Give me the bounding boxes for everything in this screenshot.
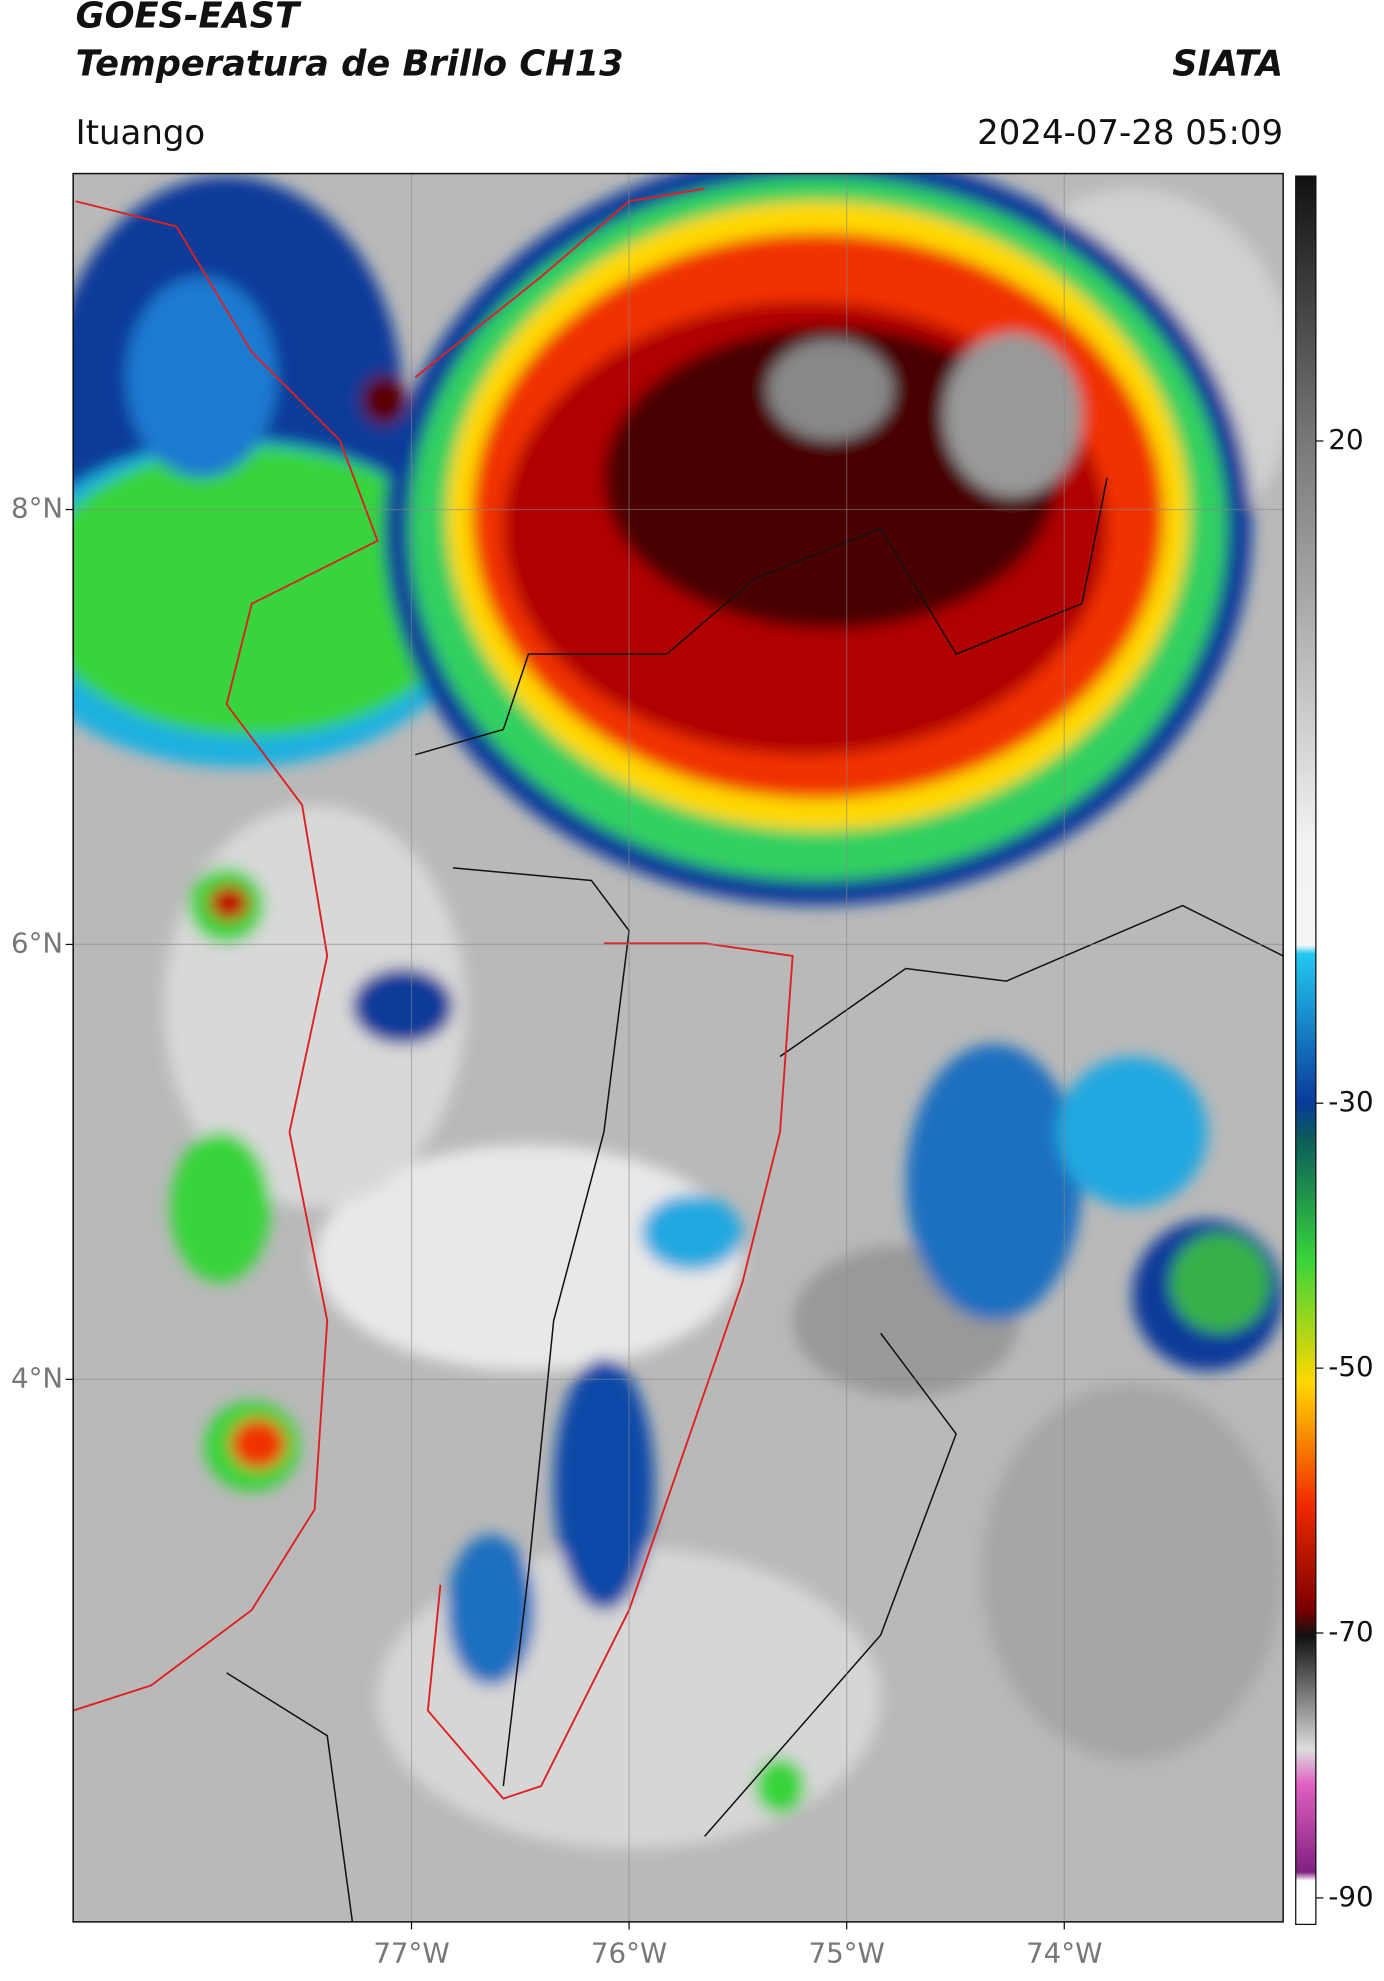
colorbar-tick-label: 20 — [1328, 423, 1363, 456]
header: GOES-EAST Temperatura de Brillo CH13 SIA… — [76, 0, 1283, 153]
satellite-image — [73, 173, 1284, 1922]
datetime: 2024-07-28 05:09 — [977, 113, 1283, 153]
x-tick-label: 75°W — [808, 1937, 884, 1970]
colorbar-tick-label: -50 — [1328, 1350, 1373, 1383]
location: Ituango — [76, 113, 206, 153]
x-tick-label: 76°W — [591, 1937, 667, 1970]
colorbar — [1295, 175, 1317, 1926]
x-tick-label: 74°W — [1026, 1937, 1102, 1970]
colorbar-tick-label: -30 — [1328, 1085, 1373, 1118]
x-tick-label: 77°W — [373, 1937, 449, 1970]
y-tick-label: 6°N — [11, 926, 63, 959]
title: GOES-EAST — [76, 0, 302, 37]
y-tick-label: 4°N — [11, 1361, 63, 1394]
colorbar-tick-label: -70 — [1328, 1615, 1373, 1648]
subtitle: Temperatura de Brillo CH13 — [76, 43, 624, 84]
graticule: 77°W 76°W 75°W 74°W — [65, 173, 1284, 1970]
colorbar-tick-label: -90 — [1328, 1880, 1373, 1913]
y-tick-label: 8°N — [11, 492, 63, 525]
map-frame — [72, 172, 1284, 1923]
source: SIATA — [1172, 43, 1283, 84]
